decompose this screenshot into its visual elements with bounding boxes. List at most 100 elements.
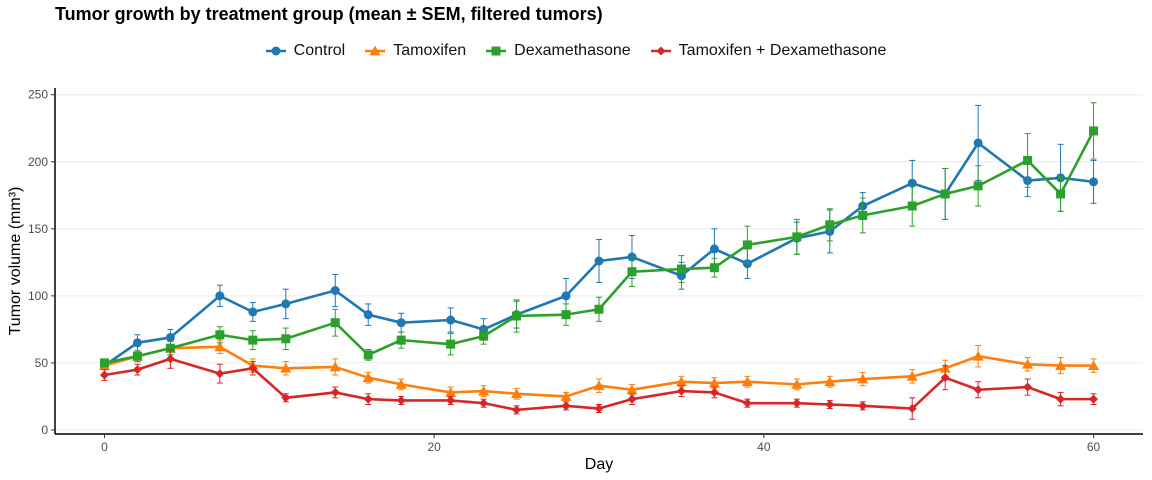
legend-marker xyxy=(271,46,281,56)
data-point xyxy=(906,370,918,381)
legend-key-icon xyxy=(650,46,671,56)
x-tick-label: 20 xyxy=(427,440,441,454)
data-point xyxy=(561,310,571,320)
data-point xyxy=(281,334,291,344)
data-point xyxy=(1089,126,1099,136)
data-point xyxy=(594,404,604,414)
data-point xyxy=(742,240,752,250)
y-tick-label: 200 xyxy=(28,155,48,169)
data-point xyxy=(512,311,522,321)
data-point xyxy=(478,385,490,396)
data-point xyxy=(330,387,340,397)
x-tick-label: 60 xyxy=(1087,440,1101,454)
data-point xyxy=(215,369,225,379)
data-point xyxy=(396,335,406,345)
data-point xyxy=(330,286,340,296)
legend-item: Control xyxy=(265,42,346,60)
data-point xyxy=(362,372,374,383)
data-point xyxy=(858,401,868,411)
data-point xyxy=(445,386,457,397)
data-point xyxy=(281,299,291,309)
data-point xyxy=(280,362,292,373)
data-point xyxy=(99,370,109,380)
x-axis-label: Day xyxy=(585,456,613,473)
data-point xyxy=(676,386,686,396)
data-point xyxy=(627,267,637,277)
data-point xyxy=(675,376,687,387)
y-tick-label: 100 xyxy=(28,289,48,303)
data-point xyxy=(791,378,803,389)
series-0 xyxy=(99,104,1099,371)
data-point xyxy=(907,201,917,211)
data-point xyxy=(248,335,258,345)
data-point xyxy=(742,398,752,408)
data-point xyxy=(99,358,109,368)
data-point xyxy=(973,181,983,191)
data-point xyxy=(709,263,719,273)
legend-key-icon xyxy=(365,45,386,56)
legend-label: Control xyxy=(293,42,346,59)
legend: Control Tamoxifen Dexamethasone Tamoxifen +… xyxy=(0,42,1152,60)
legend-label: Tamoxifen + Dexamethasone xyxy=(678,42,887,59)
data-point xyxy=(709,387,719,397)
data-point xyxy=(561,291,571,301)
data-point xyxy=(330,318,340,328)
data-point xyxy=(132,351,142,361)
x-tick-label: 0 xyxy=(101,440,108,454)
series-3 xyxy=(99,349,1099,420)
data-point xyxy=(858,210,868,220)
legend-marker xyxy=(656,46,666,56)
legend-label: Dexamethasone xyxy=(514,42,631,59)
data-point xyxy=(973,138,983,148)
data-point xyxy=(512,405,522,415)
data-point xyxy=(215,291,225,301)
data-point xyxy=(940,189,950,199)
data-point xyxy=(363,394,373,404)
x-tick-label: 40 xyxy=(757,440,771,454)
data-point xyxy=(214,341,226,352)
y-tick-label: 250 xyxy=(28,88,48,102)
data-point xyxy=(972,350,984,361)
y-tick-label: 50 xyxy=(35,356,49,370)
data-point xyxy=(792,232,802,242)
data-point xyxy=(626,384,638,395)
data-point xyxy=(709,244,719,254)
data-point xyxy=(676,264,686,274)
y-tick-label: 150 xyxy=(28,222,48,236)
data-point xyxy=(560,390,572,401)
chart-title: Tumor growth by treatment group (mean ± … xyxy=(55,4,603,24)
data-point xyxy=(281,393,291,403)
legend-marker xyxy=(369,45,381,56)
data-point xyxy=(132,365,142,375)
data-point xyxy=(363,350,373,360)
data-point xyxy=(1022,358,1034,369)
data-point xyxy=(511,388,523,399)
data-point xyxy=(940,373,950,383)
data-point xyxy=(396,318,406,328)
data-point xyxy=(627,394,637,404)
series-2 xyxy=(99,102,1099,368)
data-point xyxy=(1055,360,1067,371)
data-point xyxy=(594,304,604,314)
data-point xyxy=(1089,177,1099,187)
y-tick-label: 0 xyxy=(41,423,48,437)
data-point xyxy=(132,338,142,348)
legend-key-icon xyxy=(265,46,286,56)
data-point xyxy=(1056,189,1066,199)
data-point xyxy=(248,307,258,317)
data-point xyxy=(824,376,836,387)
data-point xyxy=(561,401,571,411)
data-point xyxy=(329,361,341,372)
data-point xyxy=(215,330,225,340)
legend-marker xyxy=(491,46,501,56)
legend-item: Dexamethasone xyxy=(486,42,631,60)
y-axis-label: Tumor volume (mm³) xyxy=(7,187,24,336)
legend-label: Tamoxifen xyxy=(393,42,467,59)
data-point xyxy=(593,380,605,391)
data-point xyxy=(396,395,406,405)
data-point xyxy=(395,378,407,389)
data-point xyxy=(825,399,835,409)
data-point xyxy=(1023,382,1033,392)
data-point xyxy=(907,404,917,414)
